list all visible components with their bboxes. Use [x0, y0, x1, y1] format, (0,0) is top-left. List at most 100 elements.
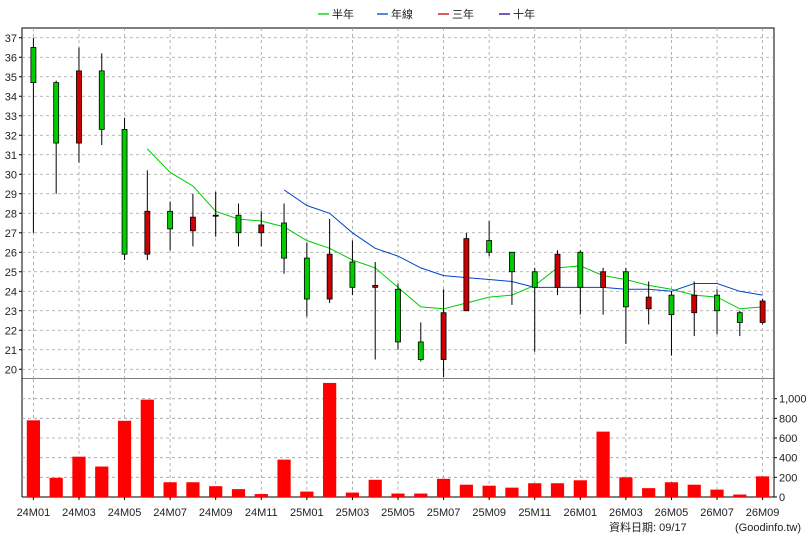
- price-tick-label: 23: [5, 306, 17, 318]
- x-tick-label: 26M07: [700, 507, 734, 519]
- volume-bar: [642, 488, 656, 497]
- volume-bar: [72, 456, 86, 497]
- candle-body: [531, 271, 538, 288]
- volume-bar: [117, 420, 132, 497]
- candle: [554, 250, 561, 296]
- price-tick-label: 30: [5, 169, 17, 181]
- volume-bar: [26, 420, 41, 497]
- price-tick-label: 35: [5, 72, 17, 84]
- ma-line-半年: [146, 148, 763, 310]
- candle-body: [645, 296, 652, 310]
- volume-bar: [95, 466, 109, 497]
- candle-body: [53, 82, 60, 144]
- candle: [463, 232, 470, 312]
- candle-body: [440, 312, 447, 360]
- x-tick-label: 24M07: [153, 507, 187, 519]
- candle: [668, 291, 675, 356]
- candle: [326, 219, 333, 303]
- data-date-label: 資料日期: 09/17: [609, 520, 687, 534]
- volume-bar: [505, 487, 519, 497]
- candle: [235, 203, 242, 247]
- candle: [759, 299, 766, 325]
- candle: [714, 289, 720, 335]
- price-tick-label: 21: [5, 345, 17, 357]
- candle-body: [98, 70, 105, 130]
- candle: [121, 117, 128, 261]
- source-label: (Goodinfo.tw): [735, 522, 801, 534]
- x-tick-label: 26M01: [563, 507, 597, 519]
- candle: [509, 251, 515, 305]
- volume-bar: [231, 489, 246, 497]
- candle: [645, 281, 652, 325]
- volume-bar: [49, 477, 63, 497]
- candle: [486, 221, 493, 257]
- price-tick-label: 29: [5, 189, 17, 201]
- x-tick-label: 25M01: [290, 507, 324, 519]
- volume-bar: [186, 482, 200, 497]
- candle-body: [509, 251, 515, 273]
- volume-bar: [368, 479, 382, 497]
- price-tick-label: 34: [5, 91, 17, 103]
- volume-bar: [710, 489, 724, 497]
- volume-bar: [277, 459, 291, 497]
- candle-body: [76, 70, 82, 144]
- x-tick-label: 25M05: [381, 507, 415, 519]
- x-tick-label: 26M05: [655, 507, 689, 519]
- candle-body: [190, 216, 196, 232]
- volume-bar: [528, 483, 542, 497]
- volume-bar: [300, 491, 314, 497]
- candle: [622, 267, 629, 344]
- candle: [144, 170, 151, 261]
- candle-body: [736, 312, 743, 323]
- volume-bar: [140, 399, 154, 497]
- volume-panel: 0 200 400 600 800 1,000: [21, 379, 807, 504]
- x-tick-label: 26M03: [609, 507, 643, 519]
- candle-body: [622, 271, 629, 308]
- candle-body: [600, 271, 606, 288]
- volume-tick-label: 1,000: [779, 394, 807, 406]
- volume-bar: [414, 493, 428, 497]
- candle: [303, 242, 310, 317]
- candle-body: [417, 341, 424, 360]
- candle-body: [144, 210, 151, 255]
- volume-tick-label: 800: [779, 413, 797, 425]
- candle-body: [349, 261, 356, 288]
- x-tick-label: 24M09: [199, 507, 233, 519]
- candle: [600, 267, 606, 315]
- legend-label-4: 十年: [513, 7, 535, 21]
- legend-label-2: 年線: [391, 7, 413, 21]
- candle: [167, 201, 174, 251]
- price-tick-label: 37: [5, 33, 17, 45]
- candle-body: [281, 222, 287, 259]
- legend-label-1: 半年: [332, 7, 354, 21]
- volume-bar: [391, 493, 405, 497]
- candle-body: [759, 300, 766, 323]
- candle: [531, 267, 538, 352]
- candle-body: [486, 240, 493, 253]
- x-axis: 24M01 24M03 24M05 24M07 24M09 24M11 25M01 25M03…: [17, 497, 779, 519]
- candle: [212, 191, 219, 237]
- candle: [349, 240, 356, 296]
- price-panel: 20 21 22 23 24 25 26 27 28 29 30 31 32 33 34 35 36 37: [5, 27, 775, 380]
- x-tick-label: 25M11: [518, 507, 551, 519]
- candle: [736, 310, 743, 337]
- candle: [417, 322, 424, 362]
- legend-label-3: 三年: [452, 7, 474, 21]
- candle-body: [714, 294, 720, 312]
- candle-body: [372, 284, 379, 288]
- volume-bar: [733, 494, 747, 497]
- candle: [258, 211, 265, 247]
- volume-bar: [619, 477, 633, 497]
- volume-bar: [550, 483, 565, 497]
- price-tick-label: 33: [5, 111, 17, 123]
- volume-bar: [459, 484, 473, 497]
- candle: [281, 203, 287, 274]
- candle: [577, 250, 584, 315]
- candle-body: [212, 214, 219, 217]
- volume-tick-label: 0: [779, 492, 785, 504]
- volume-bar: [482, 485, 496, 497]
- x-tick-label: 24M03: [62, 507, 96, 519]
- volume-plot-area: [22, 379, 774, 497]
- candle-body: [167, 210, 174, 230]
- candle-body: [691, 294, 698, 314]
